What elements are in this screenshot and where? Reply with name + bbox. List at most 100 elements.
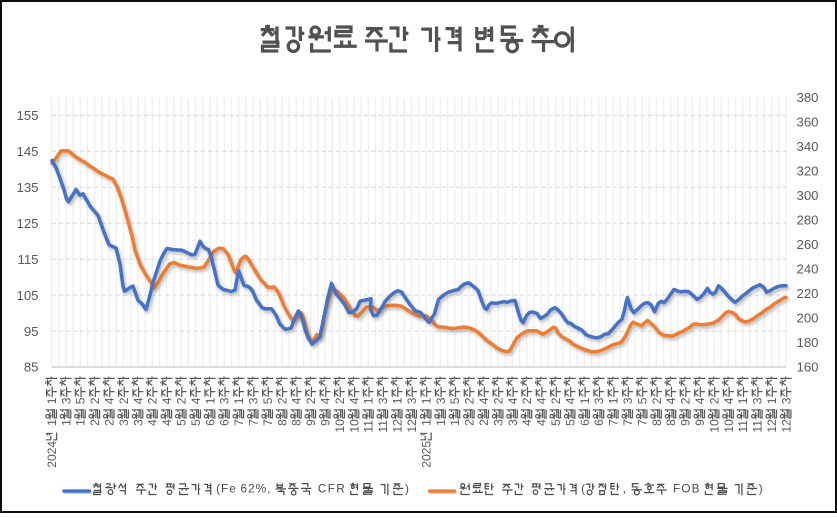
svg-text:1: 1: [74, 419, 88, 426]
svg-text:12: 12: [405, 419, 419, 433]
svg-text:7: 7: [635, 419, 649, 426]
svg-text:10: 10: [347, 419, 361, 433]
svg-text:7: 7: [621, 419, 635, 426]
svg-text:3: 3: [506, 419, 520, 426]
svg-text:4: 4: [131, 397, 145, 404]
svg-text:1: 1: [419, 397, 433, 404]
svg-text:115: 115: [17, 252, 38, 267]
svg-text:4: 4: [347, 397, 361, 404]
svg-text:3: 3: [592, 397, 606, 404]
svg-text:1: 1: [232, 397, 246, 404]
svg-text:145: 145: [16, 144, 38, 159]
svg-text:2: 2: [275, 397, 289, 404]
svg-text:4: 4: [535, 419, 549, 426]
svg-text:340: 340: [797, 139, 819, 154]
svg-text:3: 3: [405, 397, 419, 404]
svg-text:4: 4: [664, 397, 678, 404]
svg-text:3: 3: [751, 397, 765, 404]
svg-text:3: 3: [59, 397, 73, 404]
svg-text:10: 10: [707, 419, 721, 433]
svg-text:3: 3: [779, 397, 793, 404]
svg-text:3: 3: [218, 397, 232, 404]
svg-text:300: 300: [797, 188, 819, 203]
svg-text:360: 360: [797, 115, 819, 130]
svg-text:125: 125: [16, 216, 38, 231]
svg-text:12: 12: [390, 419, 404, 433]
svg-text:2: 2: [88, 419, 102, 426]
svg-text:7: 7: [246, 419, 260, 426]
svg-text:6: 6: [592, 419, 606, 426]
svg-text:5: 5: [74, 397, 88, 404]
svg-text:12: 12: [779, 419, 793, 433]
svg-text:12: 12: [765, 419, 779, 433]
svg-text:160: 160: [797, 360, 819, 375]
svg-text:4: 4: [520, 419, 534, 426]
svg-text:2: 2: [463, 397, 477, 404]
svg-text:(Fe: (Fe: [216, 482, 236, 496]
svg-text:11: 11: [376, 420, 390, 433]
svg-text:3: 3: [491, 419, 505, 426]
svg-text:11: 11: [362, 420, 376, 433]
svg-text:(: (: [581, 482, 585, 496]
svg-text:10: 10: [722, 419, 736, 433]
svg-text:1: 1: [362, 397, 376, 404]
svg-text:155: 155: [16, 108, 38, 123]
svg-text:2: 2: [88, 397, 102, 404]
svg-text:4: 4: [693, 397, 707, 404]
svg-text:5: 5: [549, 419, 563, 426]
svg-text:8: 8: [664, 419, 678, 426]
svg-text:10: 10: [333, 419, 347, 433]
svg-text:2: 2: [707, 397, 721, 404]
svg-text:9: 9: [318, 419, 332, 426]
svg-text:4: 4: [102, 397, 116, 404]
svg-text:4: 4: [189, 397, 203, 404]
svg-text:9: 9: [304, 419, 318, 426]
svg-text:5: 5: [563, 419, 577, 426]
svg-text:CFR: CFR: [318, 482, 345, 496]
svg-text:2: 2: [549, 397, 563, 404]
svg-text:6: 6: [578, 419, 592, 426]
svg-text:3: 3: [131, 419, 145, 426]
svg-text:11: 11: [751, 420, 765, 433]
svg-text:9: 9: [693, 419, 707, 426]
svg-text:5: 5: [448, 397, 462, 404]
svg-text:4: 4: [146, 419, 160, 426]
svg-text:4: 4: [722, 397, 736, 404]
svg-text:8: 8: [650, 419, 664, 426]
svg-text:1: 1: [45, 397, 59, 404]
svg-text:2: 2: [491, 397, 505, 404]
svg-text:5: 5: [261, 397, 275, 404]
svg-text:200: 200: [797, 311, 819, 326]
svg-text:2024: 2024: [45, 441, 59, 468]
svg-text:4: 4: [477, 397, 491, 404]
svg-text:85: 85: [24, 360, 39, 375]
svg-text:2: 2: [463, 419, 477, 426]
svg-text:1: 1: [59, 419, 73, 426]
svg-text:105: 105: [16, 288, 38, 303]
svg-text:95: 95: [24, 324, 39, 339]
svg-text:2: 2: [117, 397, 131, 404]
svg-text:2: 2: [174, 397, 188, 404]
svg-text:320: 320: [797, 164, 819, 179]
svg-text:2025: 2025: [419, 441, 433, 468]
svg-text:3: 3: [246, 397, 260, 404]
svg-text:4: 4: [290, 397, 304, 404]
svg-text:5: 5: [189, 419, 203, 426]
svg-text:4: 4: [563, 397, 577, 404]
svg-text:3: 3: [621, 397, 635, 404]
svg-text:3: 3: [434, 397, 448, 404]
svg-text:7: 7: [261, 419, 275, 426]
svg-text:8: 8: [290, 419, 304, 426]
svg-text:5: 5: [635, 397, 649, 404]
svg-text:6: 6: [203, 419, 217, 426]
svg-text:240: 240: [797, 262, 819, 277]
svg-text:2: 2: [146, 397, 160, 404]
svg-text:8: 8: [275, 419, 289, 426]
svg-text:1: 1: [736, 397, 750, 404]
svg-text:1: 1: [390, 397, 404, 404]
svg-text:4: 4: [160, 419, 174, 426]
svg-text:4: 4: [160, 397, 174, 404]
svg-text:1: 1: [578, 397, 592, 404]
svg-text:4: 4: [318, 397, 332, 404]
svg-text:2: 2: [679, 397, 693, 404]
